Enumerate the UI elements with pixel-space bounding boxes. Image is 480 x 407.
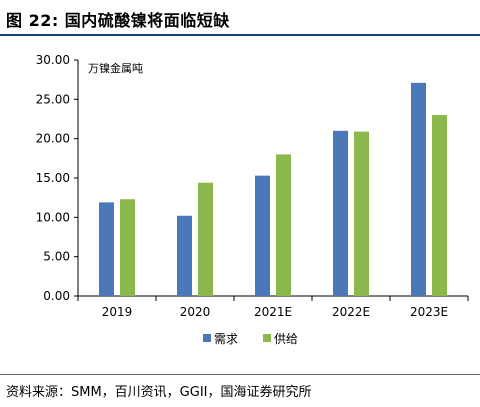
x-tick-label: 2022E <box>332 305 370 319</box>
y-tick-label: 15.00 <box>36 171 70 185</box>
bar-demand-2021E <box>255 175 270 296</box>
legend-label-demand: 需求 <box>214 332 238 346</box>
bar-supply-2019 <box>120 199 135 296</box>
legend-swatch-supply <box>263 334 271 342</box>
figure-header: 图 22: 国内硫酸镍将面临短缺 <box>0 0 480 36</box>
y-tick-label: 30.00 <box>36 53 70 67</box>
x-tick-label: 2020 <box>180 305 211 319</box>
bar-chart: 0.00 5.00 10.00 15.00 20.00 25.00 30.00 万镍金属吨 20… <box>36 53 469 346</box>
bar-demand-2022E <box>333 130 348 296</box>
bar-supply-2022E <box>354 131 369 296</box>
y-tick-label: 0.00 <box>43 289 70 303</box>
y-tick-label: 5.00 <box>43 250 70 264</box>
y-tick-label: 10.00 <box>36 210 70 224</box>
title-rule <box>0 34 480 36</box>
figure-title: 图 22: 国内硫酸镍将面临短缺 <box>6 11 230 30</box>
x-tick-label: 2019 <box>102 305 133 319</box>
x-tick-label: 2023E <box>410 305 448 319</box>
legend-label-supply: 供给 <box>274 332 298 346</box>
x-tick-label: 2021E <box>254 305 292 319</box>
bar-supply-2021E <box>276 154 291 296</box>
source-note: 资料来源：SMM，百川资讯，GGII，国海证券研究所 <box>6 385 312 400</box>
unit-label: 万镍金属吨 <box>88 61 143 75</box>
bar-demand-2020 <box>177 215 192 296</box>
y-tick-label: 25.00 <box>36 92 70 106</box>
legend-swatch-demand <box>203 334 211 342</box>
bar-supply-2023E <box>432 115 447 296</box>
source-rule <box>0 374 480 375</box>
bar-demand-2023E <box>411 82 426 297</box>
y-tick-label: 20.00 <box>36 132 70 146</box>
bar-supply-2020 <box>198 182 213 296</box>
bar-demand-2019 <box>99 202 114 296</box>
